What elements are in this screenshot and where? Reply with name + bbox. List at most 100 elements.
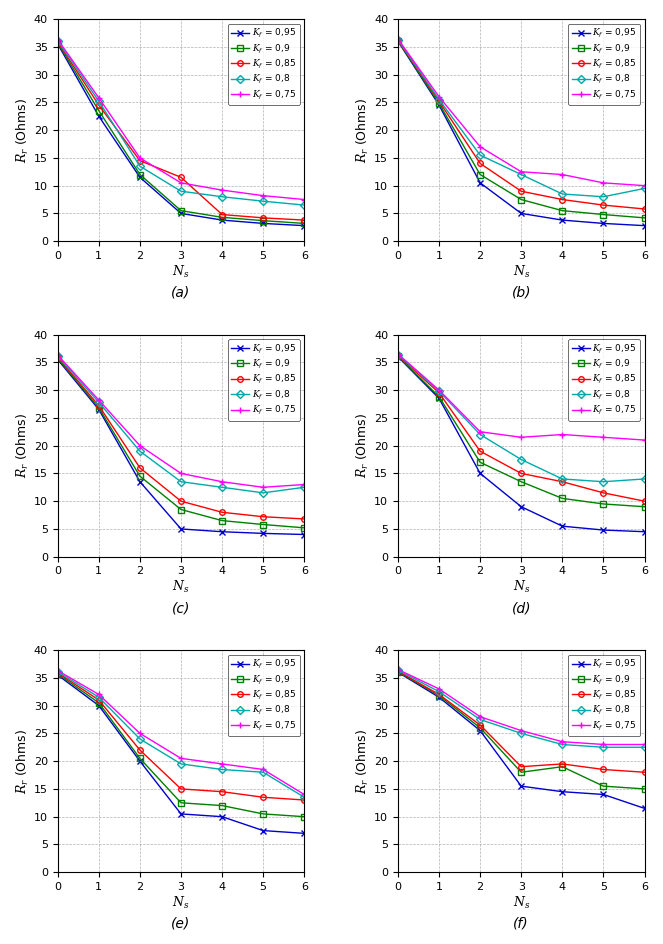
- $K_f$ = 0,85: [599, 487, 607, 498]
- $K_f$ = 0,75: [218, 184, 226, 195]
- Legend: $K_f$ = 0,95, $K_f$ = 0,9, $K_f$ = 0,85, $K_f$ = 0,8, $K_f$ = 0,75: $K_f$ = 0,95, $K_f$ = 0,9, $K_f$ = 0,85,…: [228, 24, 300, 106]
- $K_f$ = 0,95: [54, 669, 62, 681]
- $K_f$ = 0,8: [394, 349, 402, 361]
- Legend: $K_f$ = 0,95, $K_f$ = 0,9, $K_f$ = 0,85, $K_f$ = 0,8, $K_f$ = 0,75: $K_f$ = 0,95, $K_f$ = 0,9, $K_f$ = 0,85,…: [228, 654, 300, 736]
- $K_f$ = 0,9: [95, 105, 103, 116]
- $K_f$ = 0,9: [435, 98, 443, 110]
- $K_f$ = 0,9: [517, 194, 525, 205]
- Text: (b): (b): [511, 286, 531, 299]
- $K_f$ = 0,95: [54, 39, 62, 50]
- $K_f$ = 0,85: [54, 667, 62, 679]
- $K_f$ = 0,85: [136, 155, 144, 166]
- $K_f$ = 0,9: [517, 767, 525, 778]
- $K_f$ = 0,9: [394, 350, 402, 362]
- $K_f$ = 0,9: [394, 35, 402, 46]
- $K_f$ = 0,9: [599, 498, 607, 510]
- $K_f$ = 0,8: [177, 758, 185, 769]
- Line: $K_f$ = 0,8: $K_f$ = 0,8: [55, 353, 307, 496]
- $K_f$ = 0,9: [517, 476, 525, 487]
- Text: (e): (e): [171, 917, 191, 931]
- $K_f$ = 0,8: [218, 764, 226, 775]
- Line: $K_f$ = 0,8: $K_f$ = 0,8: [395, 37, 647, 199]
- $K_f$ = 0,75: [394, 33, 402, 44]
- $K_f$ = 0,8: [54, 35, 62, 46]
- $K_f$ = 0,8: [218, 481, 226, 493]
- $K_f$ = 0,9: [300, 811, 308, 822]
- $K_f$ = 0,75: [177, 467, 185, 479]
- Line: $K_f$ = 0,75: $K_f$ = 0,75: [55, 667, 307, 798]
- $K_f$ = 0,95: [476, 725, 484, 736]
- $K_f$ = 0,85: [435, 95, 443, 107]
- Y-axis label: $R_r$ (Ohms): $R_r$ (Ohms): [15, 413, 31, 479]
- $K_f$ = 0,85: [95, 99, 103, 110]
- $K_f$ = 0,75: [599, 431, 607, 443]
- Line: $K_f$ = 0,85: $K_f$ = 0,85: [55, 355, 307, 522]
- $K_f$ = 0,95: [136, 172, 144, 183]
- $K_f$ = 0,9: [136, 752, 144, 764]
- Y-axis label: $R_r$ (Ohms): $R_r$ (Ohms): [355, 729, 371, 794]
- $K_f$ = 0,85: [476, 158, 484, 169]
- Line: $K_f$ = 0,9: $K_f$ = 0,9: [395, 669, 647, 792]
- $K_f$ = 0,85: [218, 507, 226, 518]
- $K_f$ = 0,75: [54, 349, 62, 361]
- $K_f$ = 0,75: [517, 431, 525, 443]
- Legend: $K_f$ = 0,95, $K_f$ = 0,9, $K_f$ = 0,85, $K_f$ = 0,8, $K_f$ = 0,75: $K_f$ = 0,95, $K_f$ = 0,9, $K_f$ = 0,85,…: [568, 339, 640, 421]
- $K_f$ = 0,85: [435, 387, 443, 398]
- $K_f$ = 0,85: [558, 476, 566, 487]
- $K_f$ = 0,85: [599, 764, 607, 775]
- $K_f$ = 0,95: [435, 99, 443, 110]
- $K_f$ = 0,8: [476, 714, 484, 725]
- $K_f$ = 0,9: [394, 666, 402, 678]
- $K_f$ = 0,8: [95, 95, 103, 107]
- Y-axis label: $R_r$ (Ohms): $R_r$ (Ohms): [355, 97, 371, 162]
- $K_f$ = 0,85: [394, 666, 402, 677]
- $K_f$ = 0,75: [259, 764, 267, 775]
- $K_f$ = 0,85: [558, 758, 566, 769]
- $K_f$ = 0,75: [95, 395, 103, 406]
- $K_f$ = 0,95: [435, 692, 443, 703]
- Y-axis label: $R_r$ (Ohms): $R_r$ (Ohms): [355, 413, 371, 479]
- $K_f$ = 0,9: [54, 353, 62, 364]
- $K_f$ = 0,95: [394, 666, 402, 678]
- $K_f$ = 0,85: [136, 463, 144, 474]
- $K_f$ = 0,95: [640, 220, 648, 231]
- $K_f$ = 0,8: [136, 446, 144, 457]
- Line: $K_f$ = 0,8: $K_f$ = 0,8: [55, 38, 307, 208]
- $K_f$ = 0,75: [394, 664, 402, 675]
- Line: $K_f$ = 0,95: $K_f$ = 0,95: [55, 672, 307, 836]
- Line: $K_f$ = 0,95: $K_f$ = 0,95: [55, 42, 307, 228]
- $K_f$ = 0,95: [300, 828, 308, 839]
- $K_f$ = 0,9: [136, 470, 144, 481]
- $K_f$ = 0,85: [259, 212, 267, 224]
- $K_f$ = 0,75: [640, 434, 648, 446]
- $K_f$ = 0,85: [394, 350, 402, 362]
- $K_f$ = 0,85: [476, 719, 484, 731]
- $K_f$ = 0,85: [640, 767, 648, 778]
- $K_f$ = 0,9: [640, 212, 648, 224]
- $K_f$ = 0,8: [558, 739, 566, 750]
- $K_f$ = 0,75: [558, 169, 566, 180]
- $K_f$ = 0,95: [558, 520, 566, 531]
- $K_f$ = 0,95: [54, 354, 62, 365]
- Line: $K_f$ = 0,8: $K_f$ = 0,8: [395, 352, 647, 484]
- $K_f$ = 0,9: [558, 761, 566, 772]
- $K_f$ = 0,85: [177, 172, 185, 183]
- $K_f$ = 0,75: [218, 476, 226, 487]
- $K_f$ = 0,9: [218, 800, 226, 811]
- Line: $K_f$ = 0,85: $K_f$ = 0,85: [55, 670, 307, 802]
- $K_f$ = 0,95: [599, 218, 607, 229]
- $K_f$ = 0,8: [218, 191, 226, 202]
- $K_f$ = 0,85: [136, 745, 144, 756]
- $K_f$ = 0,75: [136, 152, 144, 163]
- $K_f$ = 0,75: [599, 739, 607, 750]
- $K_f$ = 0,9: [259, 215, 267, 227]
- $K_f$ = 0,75: [300, 194, 308, 205]
- $K_f$ = 0,9: [599, 209, 607, 220]
- $K_f$ = 0,8: [394, 665, 402, 676]
- $K_f$ = 0,95: [218, 811, 226, 822]
- $K_f$ = 0,8: [435, 686, 443, 698]
- $K_f$ = 0,75: [640, 739, 648, 750]
- X-axis label: $N_s$: $N_s$: [172, 263, 190, 279]
- $K_f$ = 0,95: [300, 529, 308, 540]
- $K_f$ = 0,95: [558, 214, 566, 226]
